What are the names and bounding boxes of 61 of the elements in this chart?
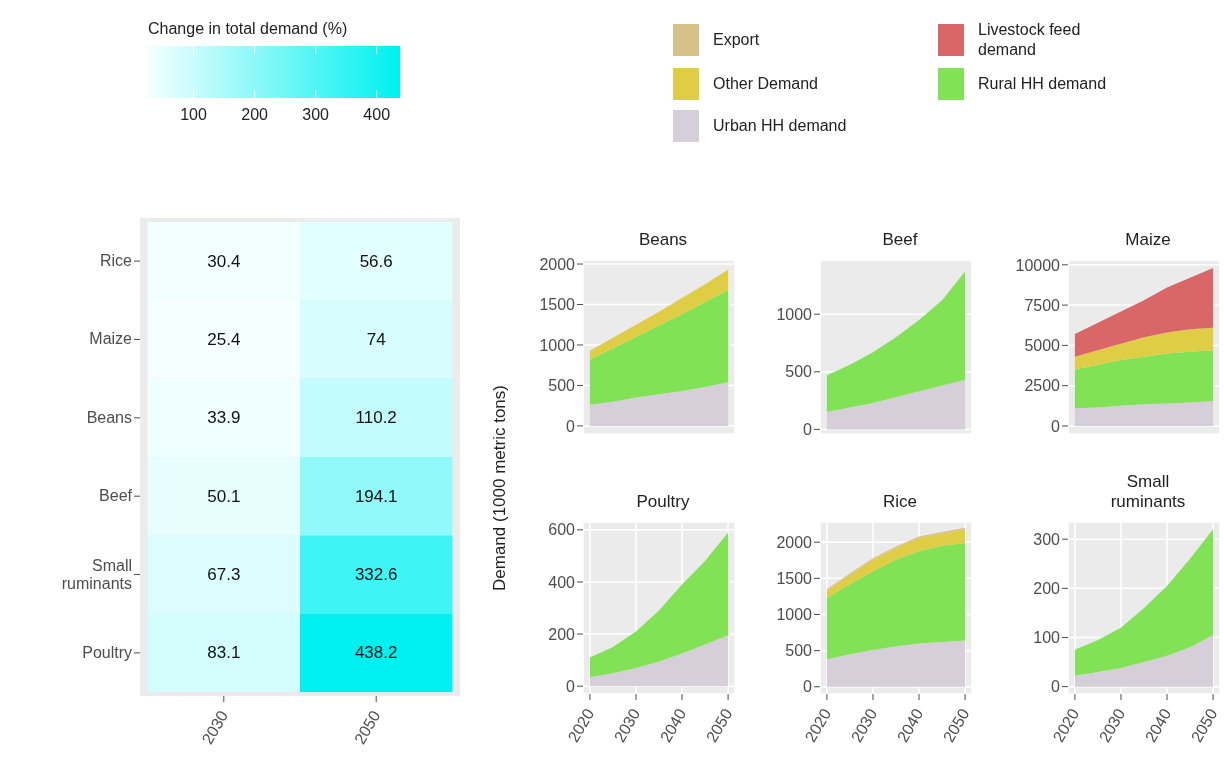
chart-title: Beans (637, 230, 689, 251)
data-label: 74 (366, 329, 386, 349)
y-tick-label: 400 (548, 573, 576, 591)
y-tick-label: Beef (99, 487, 133, 505)
color-bar-label: 200 (241, 106, 269, 123)
y-tick-label: 5000 (1024, 337, 1061, 355)
data-label: 194.1 (354, 486, 398, 506)
y-tick-label: 500 (785, 363, 813, 381)
data-label: 332.6 (354, 565, 398, 585)
y-tick-label: Rice (99, 252, 133, 270)
y-tick-label: 2000 (776, 533, 813, 551)
y-tick-label: Maize (89, 330, 133, 348)
y-tick-label: 0 (803, 421, 813, 439)
y-tick-label: 1000 (539, 336, 576, 354)
y-tick-label: 1000 (776, 606, 813, 624)
y-tick-label: 0 (566, 677, 576, 695)
y-tick-label: 200 (548, 625, 576, 643)
y-tick-label: 100 (1033, 629, 1061, 647)
legend-label: Urban HH demand (713, 116, 847, 136)
legend-label: Export (713, 30, 760, 50)
y-tick-label: Small ruminants (61, 556, 132, 592)
y-tick-label: 0 (566, 417, 576, 435)
chart-title: Poultry (635, 492, 691, 513)
chart-title: Beef (881, 230, 919, 251)
data-label: 438.2 (354, 643, 398, 663)
y-tick-label: 500 (785, 642, 813, 660)
y-tick-label: 0 (1051, 678, 1061, 696)
data-label: 30.4 (207, 251, 241, 271)
y-tick-label: 2000 (539, 255, 576, 273)
y-tick-label: 1500 (776, 570, 813, 588)
data-label: 25.4 (207, 329, 241, 349)
color-bar-title: Change in total demand (%) (148, 20, 349, 38)
color-bar-label: 300 (302, 106, 330, 123)
y-tick-label: Beans (86, 408, 132, 426)
y-tick-label: 600 (548, 521, 576, 539)
y-tick-label: 7500 (1024, 296, 1061, 314)
color-bar-label: 400 (363, 106, 391, 123)
y-tick-label: 200 (1033, 580, 1061, 598)
chart-title: Maize (1124, 230, 1172, 251)
y-tick-label: 1000 (776, 305, 813, 323)
y-tick-label: 300 (1033, 530, 1061, 548)
y-tick-label: 0 (803, 678, 813, 696)
data-label: 67.3 (207, 565, 241, 585)
chart-title: Rice (882, 492, 918, 513)
data-label: 50.1 (207, 486, 241, 506)
y-tick-label: 0 (1051, 417, 1061, 435)
data-label: 110.2 (355, 408, 397, 428)
y-tick-label: Poultry (82, 643, 132, 661)
legend-label: Other Demand (713, 74, 818, 94)
y-tick-label: 1500 (539, 296, 576, 314)
data-label: 33.9 (207, 408, 241, 428)
y-tick-label: 2500 (1024, 377, 1061, 395)
y-tick-label: 500 (548, 377, 576, 395)
y-axis-title: Demand (1000 metric tons) (490, 385, 510, 591)
legend-label: Rural HH demand (978, 74, 1107, 94)
data-label: 56.6 (359, 251, 393, 271)
legend-label: Livestock feed demand (978, 20, 1082, 60)
chart-title: Small ruminants (1109, 472, 1187, 513)
y-tick-label: 10000 (1015, 256, 1061, 274)
data-label: 83.1 (207, 643, 241, 663)
color-bar-label: 100 (180, 106, 207, 123)
